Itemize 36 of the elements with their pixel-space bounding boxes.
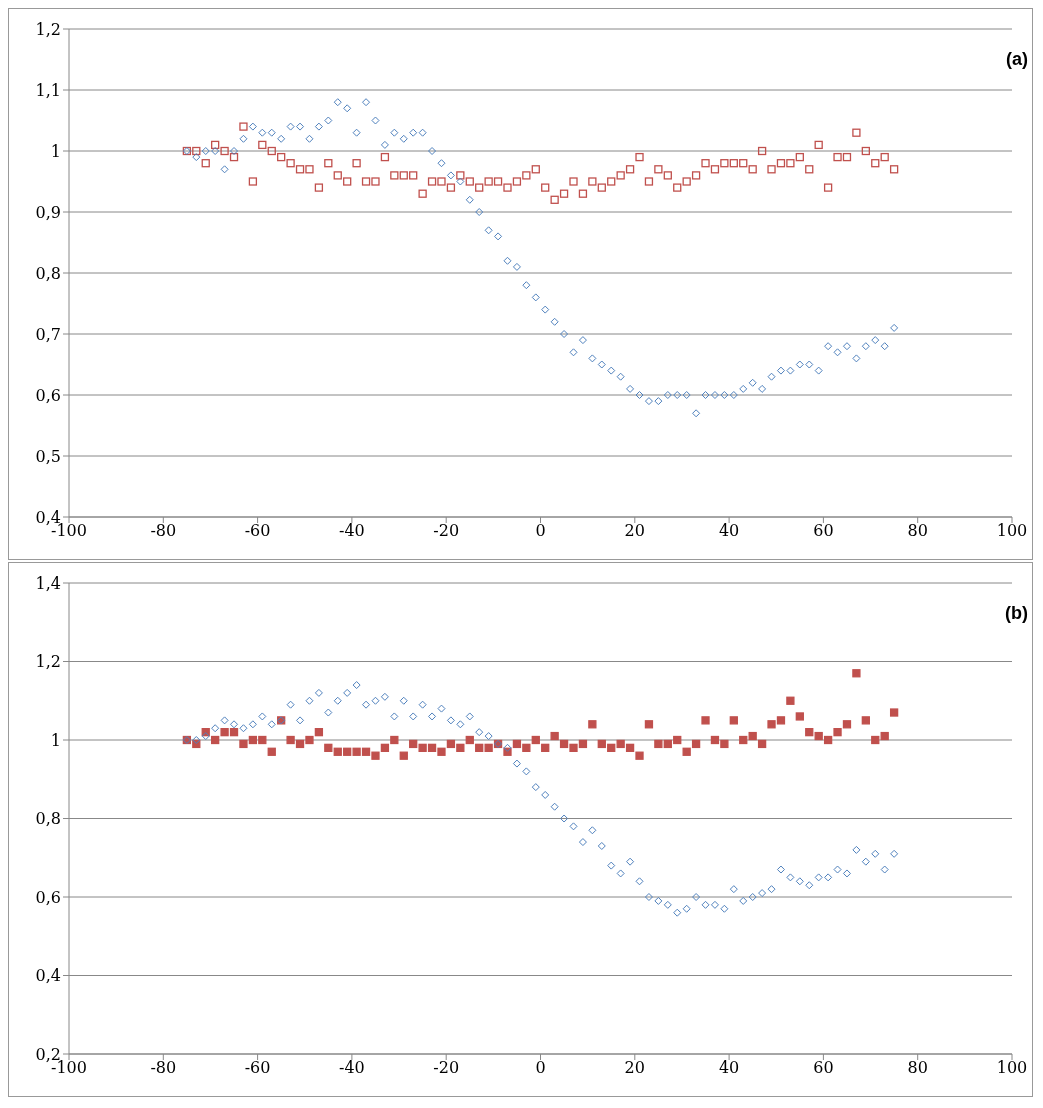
y-tick-label: 0,8 bbox=[35, 263, 61, 283]
x-tick-label: 100 bbox=[996, 521, 1028, 541]
x-tick-label: 0 bbox=[535, 521, 546, 541]
y-tick-label: 1,2 bbox=[35, 19, 61, 39]
x-tick-label: 20 bbox=[624, 1058, 645, 1078]
x-tick-label: 40 bbox=[718, 521, 740, 541]
x-tick-label: 100 bbox=[996, 1058, 1028, 1078]
y-tick-label: 1,1 bbox=[35, 80, 61, 100]
x-tick-label: 40 bbox=[718, 1058, 740, 1078]
x-tick-label: -80 bbox=[150, 521, 177, 541]
x-tick-label: 60 bbox=[813, 1058, 834, 1078]
y-tick-label: 0,9 bbox=[35, 202, 61, 222]
y-tick-label: 1,4 bbox=[35, 573, 61, 593]
x-tick-label: 20 bbox=[624, 521, 645, 541]
annotation: (a) bbox=[1006, 49, 1028, 70]
x-tick-label: -20 bbox=[433, 521, 460, 541]
y-tick-label: 0,6 bbox=[35, 385, 61, 405]
x-tick-label: 60 bbox=[813, 521, 834, 541]
y-tick-label: 0,4 bbox=[35, 966, 61, 986]
x-tick-label: -20 bbox=[433, 1058, 460, 1078]
y-tick-label: 1,2 bbox=[35, 652, 61, 672]
y-tick-label: 0,6 bbox=[35, 887, 61, 907]
x-tick-label: 0 bbox=[535, 1058, 546, 1078]
x-tick-label: -80 bbox=[150, 1058, 177, 1078]
x-tick-label: -40 bbox=[339, 521, 365, 541]
y-tick-label: 1 bbox=[50, 141, 61, 161]
y-tick-label: 0,8 bbox=[35, 809, 61, 829]
x-tick-label: 80 bbox=[907, 521, 928, 541]
x-tick-label: 80 bbox=[907, 1058, 928, 1078]
x-tick-label: -40 bbox=[339, 1058, 365, 1078]
y-tick-label: 0,7 bbox=[35, 324, 61, 344]
x-tick-label: -60 bbox=[244, 1058, 271, 1078]
y-tick-label: 1 bbox=[50, 730, 61, 750]
x-tick-label: -60 bbox=[244, 521, 271, 541]
annotation: (b) bbox=[1005, 603, 1028, 624]
y-tick-label: 0,5 bbox=[35, 446, 61, 466]
